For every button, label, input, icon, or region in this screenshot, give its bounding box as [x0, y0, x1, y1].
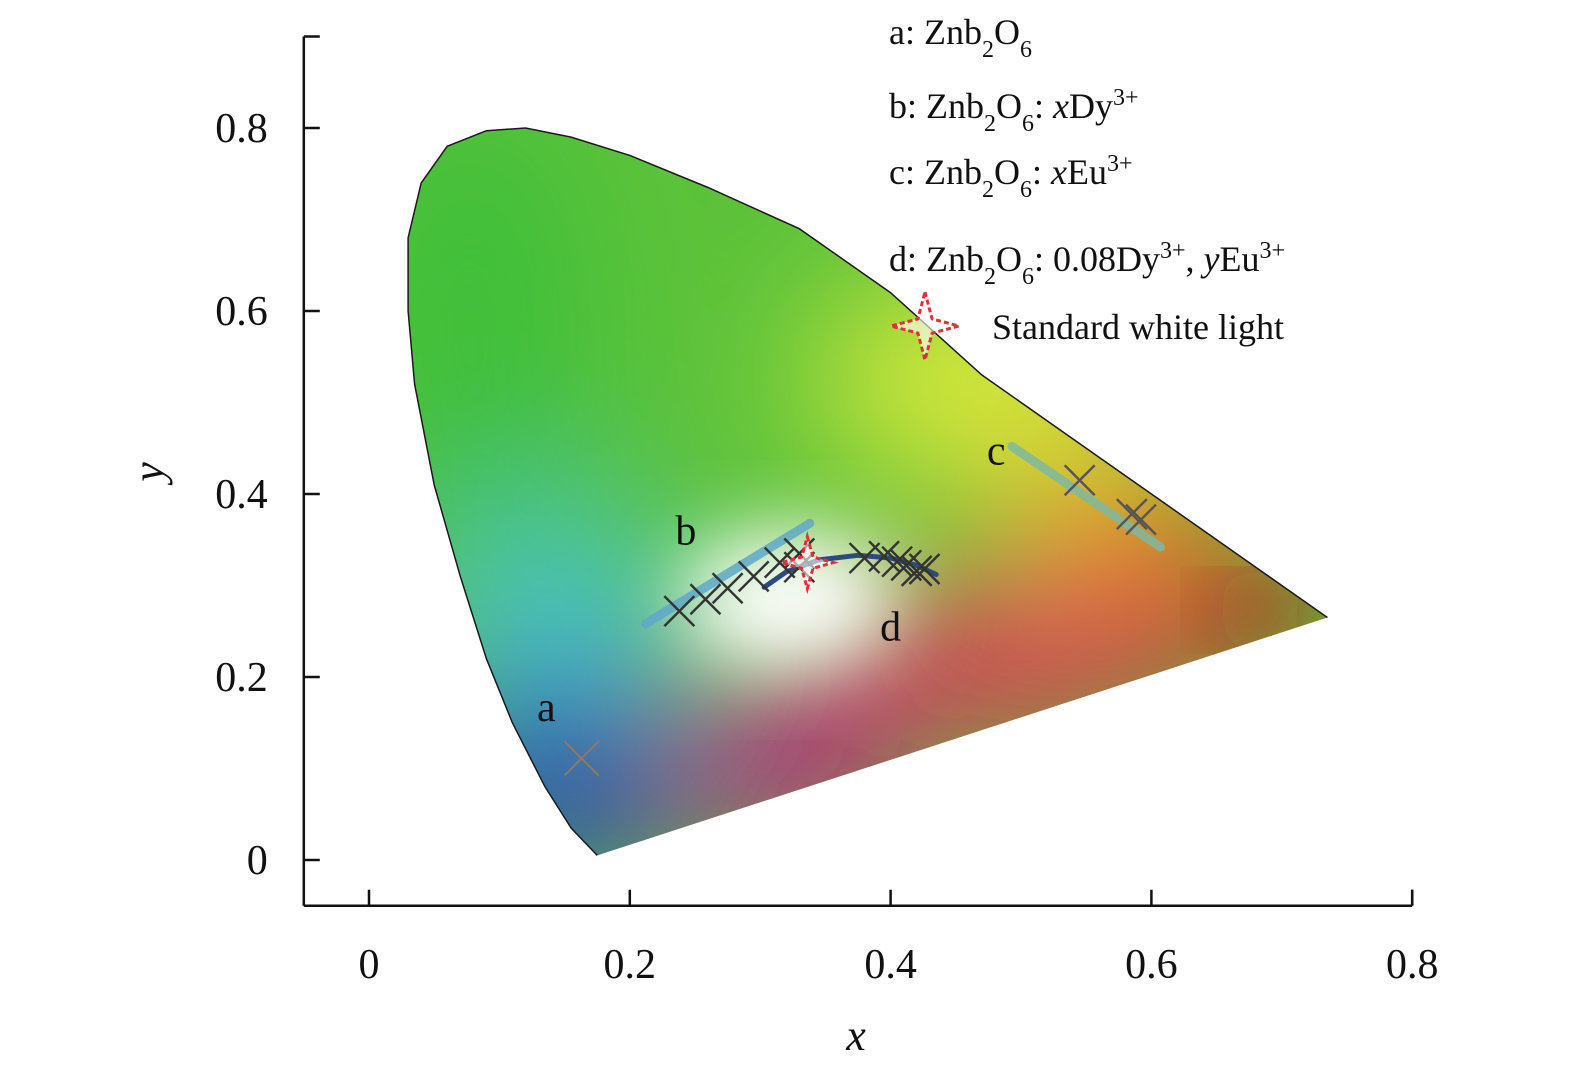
marker-b [663, 595, 696, 627]
x-tick-label: 0.4 [864, 942, 917, 988]
marker-c [1115, 498, 1148, 530]
x-tick-label: 0.6 [1125, 942, 1178, 988]
white-point-star [775, 530, 839, 595]
legend-entry-b: b: Znb2O6: xDy3+ [889, 85, 1139, 137]
series-label-b: b [675, 508, 696, 554]
x-tick-label: 0 [359, 942, 380, 988]
x-tick-label: 0.8 [1386, 942, 1439, 988]
marker-d [900, 555, 933, 587]
standard-white-light-marker [775, 530, 839, 595]
legend-entry-standard-white-light: Standard white light [992, 307, 1284, 347]
series-labels: a b c d [537, 429, 1006, 731]
marker-b [689, 583, 722, 616]
series-label-d: d [880, 604, 901, 650]
spectral-locus-outline [407, 127, 1328, 856]
legend-entry-a: a: Znb2O6 [889, 12, 1032, 63]
trend-line-c [1007, 441, 1165, 552]
marker-c [1063, 464, 1096, 497]
y-tick-label: 0.2 [215, 655, 268, 701]
cie-color-field [408, 128, 1328, 856]
trend-line-d [761, 552, 939, 590]
y-tick-label: 0 [247, 838, 268, 884]
x-axis-label: x [845, 1011, 866, 1060]
series-label-a: a [537, 685, 556, 731]
y-tick-label: 0.6 [215, 289, 268, 335]
marker-b [711, 572, 744, 605]
marker-a [563, 740, 600, 777]
marker-c [1125, 503, 1157, 536]
y-axis-label: y [124, 462, 173, 486]
x-ticks: 0 0.2 0.4 0.6 0.8 [359, 889, 1439, 988]
legend-white-point-star [885, 286, 965, 366]
series-label-c: c [987, 429, 1006, 475]
trend-line-b [640, 518, 815, 629]
y-tick-label: 0.8 [215, 106, 268, 152]
y-ticks: 0 0.2 0.4 0.6 0.8 [215, 106, 320, 884]
legend: a: Znb2O6 b: Znb2O6: xDy3+ c: Znb2O6: xEu3… [885, 12, 1285, 366]
marker-b [763, 546, 796, 579]
marker-d [890, 549, 923, 582]
y-tick-label: 0.4 [215, 472, 268, 518]
marker-d [908, 553, 941, 585]
legend-entry-c: c: Znb2O6: xEu3+ [889, 151, 1133, 203]
marker-b [737, 560, 770, 593]
trend-lines [640, 441, 1165, 629]
legend-entry-d: d: Znb2O6: 0.08Dy3+, yEu3+ [889, 238, 1285, 290]
marker-d [881, 545, 913, 578]
x-tick-label: 0.2 [604, 942, 657, 988]
